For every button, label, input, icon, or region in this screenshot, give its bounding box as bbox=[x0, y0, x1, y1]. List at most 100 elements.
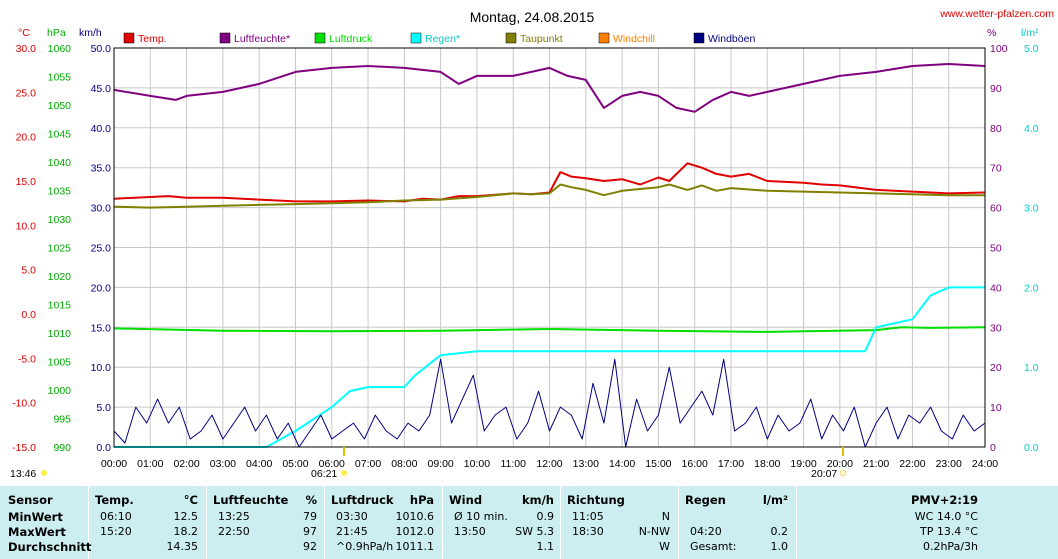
legend-swatch bbox=[123, 32, 135, 44]
table-cell-dir-val: W bbox=[659, 540, 670, 553]
hdr-temp-unit: °C bbox=[183, 493, 198, 507]
x-tick-label: 22:00 bbox=[899, 458, 925, 470]
table-cell-pmv: 0.2hPa/3h bbox=[922, 540, 978, 553]
pressure-unit-label: hPa bbox=[47, 27, 66, 39]
humidity-tick-label: 40 bbox=[990, 282, 1002, 294]
rain-tick-label: 1.0 bbox=[1024, 362, 1039, 374]
temp-tick-label: 25.0 bbox=[16, 87, 37, 99]
table-cell-rain-val: 1.0 bbox=[770, 540, 789, 553]
rain-unit-label: l/m² bbox=[1021, 27, 1039, 39]
hdr-rain-unit: l/m² bbox=[762, 493, 788, 507]
table-cell-wind-val: SW 5.3 bbox=[515, 525, 554, 538]
x-tick-label: 00:00 bbox=[101, 458, 127, 470]
pressure-tick-label: 1005 bbox=[48, 357, 72, 369]
series-line-dewpoint bbox=[113, 183, 985, 209]
rain-tick-label: 5.0 bbox=[1024, 43, 1039, 55]
humidity-tick-label: 60 bbox=[990, 203, 1002, 215]
legend-swatch bbox=[505, 32, 517, 44]
series-line-gust bbox=[113, 358, 986, 448]
table-cell-temp-val: 14.35 bbox=[166, 540, 199, 553]
table-cell-wind-val: 0.9 bbox=[536, 510, 555, 523]
pressure-tick-label: 1000 bbox=[48, 385, 72, 397]
legend-swatch bbox=[693, 32, 705, 44]
legend-label: Luftfeuchte* bbox=[234, 33, 290, 45]
hdr-sensor: Sensor bbox=[8, 493, 53, 507]
hdr-pressure: Luftdruck bbox=[331, 493, 394, 507]
table-cell-dir-val: N-NW bbox=[638, 525, 670, 538]
humidity-tick-label: 90 bbox=[990, 83, 1002, 95]
pressure-tick-label: 1060 bbox=[48, 43, 72, 55]
x-tick-label: 14:00 bbox=[609, 458, 635, 470]
site-url: www.wetter-pfalzen.com bbox=[939, 8, 1054, 20]
plot-frame bbox=[113, 47, 986, 448]
x-tick-label: 12:00 bbox=[536, 458, 562, 470]
x-tick-label: 16:00 bbox=[682, 458, 708, 470]
x-tick-label: 19:00 bbox=[790, 458, 816, 470]
temp-tick-label: 15.0 bbox=[16, 176, 37, 188]
sun-icon-sunset bbox=[839, 469, 847, 477]
current-time-label: 13:46 bbox=[10, 468, 36, 480]
humidity-tick-label: 0 bbox=[990, 442, 996, 454]
temp-tick-label: -15.0 bbox=[12, 442, 36, 454]
x-tick-label: 10:00 bbox=[464, 458, 490, 470]
wind-tick-label: 50.0 bbox=[91, 43, 112, 55]
table-cell-hum-time: 13:25 bbox=[218, 510, 250, 523]
stats-table: Sensor Temp. °C Luftfeuchte % Luftdruck … bbox=[0, 486, 1058, 559]
table-cell-label: MaxWert bbox=[8, 525, 66, 539]
wind-tick-label: 45.0 bbox=[91, 83, 112, 95]
table-cell-wind-time: 13:50 bbox=[454, 525, 486, 538]
table-cell-hum-val: 92 bbox=[303, 540, 317, 553]
table-cell-temp-val: 18.2 bbox=[173, 525, 199, 538]
rain-tick-label: 3.0 bbox=[1024, 203, 1039, 215]
table-cell-press-val: 1010.6 bbox=[395, 510, 435, 523]
humidity-tick-label: 50 bbox=[990, 243, 1002, 255]
wind-tick-label: 40.0 bbox=[91, 123, 112, 135]
table-cell-wind-val: 1.1 bbox=[536, 540, 555, 553]
humidity-tick-label: 20 bbox=[990, 362, 1002, 374]
table-cell-temp-time: 15:20 bbox=[100, 525, 132, 538]
x-tick-label: 02:00 bbox=[173, 458, 199, 470]
hdr-direction: Richtung bbox=[567, 493, 625, 507]
table-cell-pmv: WC 14.0 °C bbox=[914, 510, 978, 523]
temp-tick-label: -5.0 bbox=[18, 353, 36, 365]
table-cell-hum-val: 79 bbox=[303, 510, 317, 523]
table-cell-pmv: TP 13.4 °C bbox=[919, 525, 978, 538]
wind-tick-label: 15.0 bbox=[91, 322, 112, 334]
x-tick-label: 04:00 bbox=[246, 458, 272, 470]
pressure-tick-label: 1025 bbox=[48, 243, 72, 255]
pressure-tick-label: 1020 bbox=[48, 271, 72, 283]
series-line-humidity bbox=[113, 63, 986, 113]
weather-chart: Montag, 24.08.2015 www.wetter-pfalzen.co… bbox=[10, 8, 1055, 480]
table-cell-temp-time: 06:10 bbox=[100, 510, 132, 523]
table-cell-rain-val: 0.2 bbox=[770, 525, 789, 538]
pressure-tick-label: 1030 bbox=[48, 214, 72, 226]
pressure-tick-label: 990 bbox=[53, 442, 71, 454]
x-tick-label: 08:00 bbox=[391, 458, 417, 470]
table-cell-rain-time: Gesamt: bbox=[690, 540, 737, 553]
wind-tick-label: 0.0 bbox=[96, 442, 111, 454]
x-tick-label: 17:00 bbox=[718, 458, 744, 470]
table-cell-label: MinWert bbox=[8, 510, 63, 524]
temp-tick-label: 0.0 bbox=[21, 309, 36, 321]
x-tick-label: 03:00 bbox=[210, 458, 236, 470]
x-tick-label: 01:00 bbox=[137, 458, 163, 470]
hdr-wind: Wind bbox=[449, 493, 483, 507]
legend-swatch bbox=[219, 32, 231, 44]
pressure-tick-label: 1040 bbox=[48, 157, 72, 169]
hdr-pmv: PMV+2:19 bbox=[910, 493, 978, 507]
table-cell-press-val: 1011.1 bbox=[395, 540, 435, 553]
legend-label: Temp. bbox=[138, 33, 167, 45]
pressure-tick-label: 1035 bbox=[48, 186, 72, 198]
pressure-tick-label: 1055 bbox=[48, 72, 72, 84]
table-cell-hum-time: 22:50 bbox=[218, 525, 250, 538]
temp-tick-label: 10.0 bbox=[16, 220, 37, 232]
x-tick-label: 23:00 bbox=[936, 458, 962, 470]
x-tick-label: 24:00 bbox=[972, 458, 998, 470]
rain-tick-label: 0.0 bbox=[1024, 442, 1039, 454]
sunrise-time: 06:21 bbox=[311, 468, 337, 480]
pressure-tick-label: 1045 bbox=[48, 129, 72, 141]
x-tick-label: 15:00 bbox=[645, 458, 671, 470]
humidity-tick-label: 100 bbox=[990, 43, 1008, 55]
series-line-pressure bbox=[113, 326, 986, 333]
legend-swatch bbox=[314, 32, 326, 44]
